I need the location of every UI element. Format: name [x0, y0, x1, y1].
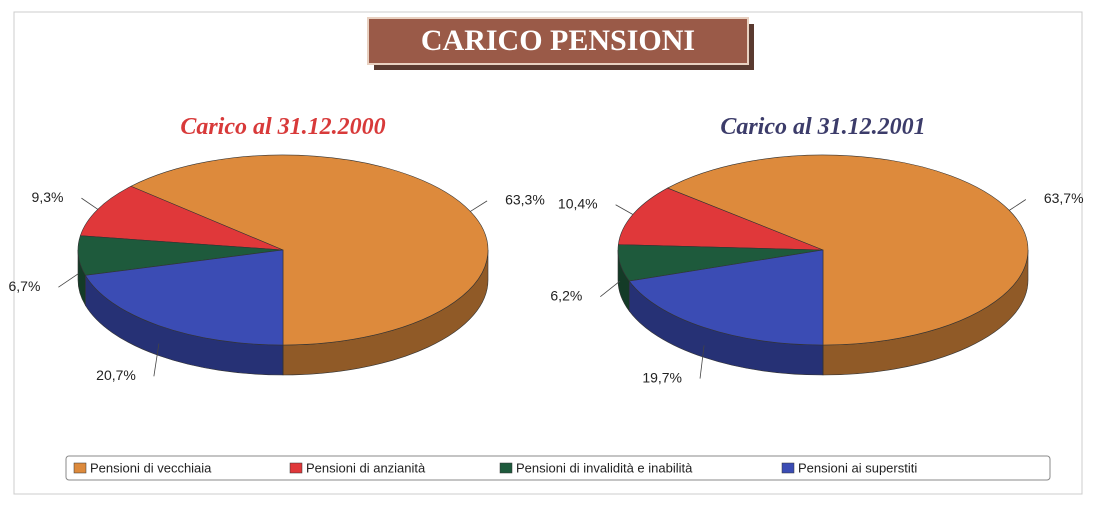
leader-line — [1009, 199, 1027, 211]
legend — [65, 455, 1051, 481]
slice — [628, 249, 824, 346]
leader-line — [81, 197, 99, 210]
slice — [84, 249, 284, 346]
data-label: 9,3% — [32, 189, 64, 205]
legend-swatch — [73, 462, 87, 474]
legend-swatch — [289, 462, 303, 474]
data-label: 63,3% — [505, 192, 545, 208]
data-label: 6,7% — [9, 278, 41, 294]
legend-label: Pensioni ai superstiti — [798, 460, 917, 475]
slice — [130, 154, 489, 346]
pie-title: Carico al 31.12.2001 — [720, 114, 925, 140]
legend-swatch — [781, 462, 795, 474]
leader-line — [153, 343, 160, 377]
legend-swatch — [499, 462, 513, 474]
legend-label: Pensioni di vecchiaia — [90, 460, 212, 475]
data-label: 20,7% — [96, 367, 136, 383]
legend-label: Pensioni di invalidità e inabilità — [516, 460, 693, 475]
leader-line — [600, 280, 621, 297]
title-box — [367, 17, 749, 65]
leader-line — [615, 204, 634, 215]
leader-line — [699, 345, 705, 379]
page-title: CARICO PENSIONI — [421, 24, 695, 57]
slice — [79, 185, 284, 251]
data-label: 63,7% — [1044, 190, 1084, 206]
leader-line — [58, 273, 79, 288]
data-label: 19,7% — [642, 369, 682, 385]
data-label: 6,2% — [550, 287, 582, 303]
legend-label: Pensioni di anzianità — [306, 460, 426, 475]
slice — [617, 187, 824, 251]
data-label: 10,4% — [558, 195, 598, 211]
leader-line — [470, 200, 488, 212]
slice — [666, 154, 1029, 346]
pie-title: Carico al 31.12.2000 — [180, 114, 385, 140]
